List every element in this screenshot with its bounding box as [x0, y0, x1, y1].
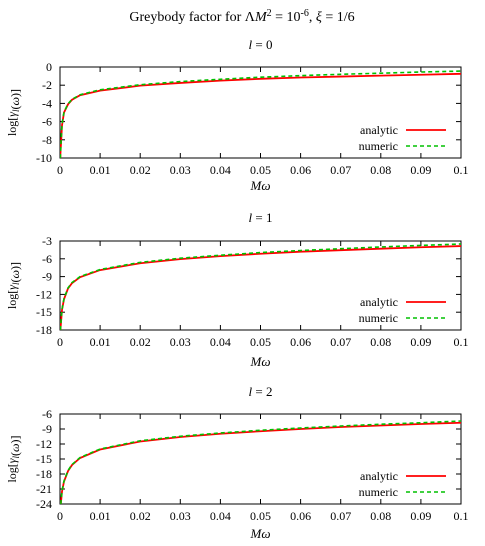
x-tick-label: 0.09 — [410, 163, 431, 177]
x-tick-label: 0.04 — [210, 335, 231, 349]
series-line-analytic — [60, 245, 461, 330]
series-line-analytic — [60, 421, 461, 504]
y-tick-label: -18 — [36, 323, 52, 337]
y-tick-label: -6 — [42, 252, 52, 266]
legend-label-analytic: analytic — [360, 295, 398, 309]
x-tick-label: 0 — [57, 335, 63, 349]
legend-label-numeric: numeric — [359, 311, 398, 325]
y-tick-label: -6 — [42, 115, 52, 129]
y-tick-label: -15 — [36, 452, 52, 466]
plot-frame — [59, 66, 462, 159]
series-line-numeric — [60, 70, 461, 158]
x-tick-label: 0.06 — [290, 509, 311, 523]
y-tick-label: -8 — [42, 133, 52, 147]
x-tick-label: 0.1 — [454, 335, 469, 349]
x-tick-label: 0 — [57, 509, 63, 523]
legend-label-numeric: numeric — [359, 485, 398, 499]
y-tick-label: -12 — [36, 437, 52, 451]
y-axis-label-text: log[γl(ω)] — [5, 89, 22, 136]
x-axis-label: Mω — [249, 526, 270, 541]
x-tick-label: 0.02 — [130, 335, 151, 349]
series-line-analytic — [60, 72, 461, 158]
chart-panel-l0: l = 0 0 0.01 0.02 0.03 0.04 0.05 0.06 0.07 0.08 0.… — [5, 37, 469, 193]
y-axis-label: log[γl(ω)] — [5, 262, 22, 309]
y-tick-label: -21 — [36, 482, 52, 496]
x-tick-label: 0.01 — [90, 163, 111, 177]
x-tick-label: 0.03 — [170, 509, 191, 523]
y-tick-label: -4 — [42, 96, 52, 110]
figure-title: Greybody factor for ΛM2 = 10-6, ξ = 1/6 — [129, 8, 354, 26]
y-tick-label: -12 — [36, 287, 52, 301]
panels: l = 0 0 0.01 0.02 0.03 0.04 0.05 0.06 0.07 0.08 0.… — [5, 37, 469, 541]
plot-frame — [59, 413, 462, 505]
panel-title: l = 1 — [249, 210, 273, 225]
x-axis-label: Mω — [249, 178, 270, 193]
y-tick-label: -18 — [36, 467, 52, 481]
x-tick-label: 0.06 — [290, 163, 311, 177]
y-tick-label: -24 — [36, 497, 52, 511]
chart-panel-l2: l = 2 0 0.01 0.02 0.03 0.04 0.05 0.06 0.07 0.08 0.… — [5, 384, 469, 541]
legend-label-analytic: analytic — [360, 123, 398, 137]
panel-title: l = 2 — [249, 384, 273, 399]
x-tick-label: 0.01 — [90, 509, 111, 523]
x-tick-label: 0.02 — [130, 509, 151, 523]
x-tick-label: 0.08 — [370, 509, 391, 523]
y-tick-label: -6 — [42, 407, 52, 421]
chart-panel-l1: l = 1 0 0.01 0.02 0.03 0.04 0.05 0.06 0.07 0.08 0.… — [5, 210, 469, 369]
y-tick-label: -2 — [42, 78, 52, 92]
y-tick-label: -10 — [36, 151, 52, 165]
x-tick-label: 0.05 — [250, 335, 271, 349]
x-tick-label: 0.07 — [330, 509, 351, 523]
x-tick-label: 0.04 — [210, 163, 231, 177]
series-line-numeric — [60, 420, 461, 504]
series-line-numeric — [60, 243, 461, 330]
y-tick-label: -9 — [42, 270, 52, 284]
y-tick-label: -9 — [42, 422, 52, 436]
x-tick-label: 0 — [57, 163, 63, 177]
x-tick-label: 0.02 — [130, 163, 151, 177]
y-axis-label-text: log[γl(ω)] — [5, 435, 22, 482]
x-tick-label: 0.1 — [454, 163, 469, 177]
x-tick-label: 0.03 — [170, 163, 191, 177]
x-tick-label: 0.05 — [250, 509, 271, 523]
legend-label-analytic: analytic — [360, 469, 398, 483]
x-tick-label: 0.01 — [90, 335, 111, 349]
legend-label-numeric: numeric — [359, 139, 398, 153]
panel-title: l = 0 — [249, 37, 273, 52]
x-axis-label: Mω — [249, 354, 270, 369]
x-tick-label: 0.08 — [370, 335, 391, 349]
x-tick-label: 0.05 — [250, 163, 271, 177]
x-tick-label: 0.09 — [410, 509, 431, 523]
y-tick-label: -3 — [42, 234, 52, 248]
x-tick-label: 0.03 — [170, 335, 191, 349]
y-axis-label: log[γl(ω)] — [5, 435, 22, 482]
x-tick-label: 0.07 — [330, 335, 351, 349]
y-axis-label: log[γl(ω)] — [5, 89, 22, 136]
y-tick-label: -15 — [36, 305, 52, 319]
x-tick-label: 0.06 — [290, 335, 311, 349]
y-axis-label-text: log[γl(ω)] — [5, 262, 22, 309]
y-tick-label: 0 — [46, 60, 52, 74]
x-tick-label: 0.09 — [410, 335, 431, 349]
x-tick-label: 0.08 — [370, 163, 391, 177]
x-tick-label: 0.04 — [210, 509, 231, 523]
x-tick-label: 0.07 — [330, 163, 351, 177]
x-tick-label: 0.1 — [454, 509, 469, 523]
